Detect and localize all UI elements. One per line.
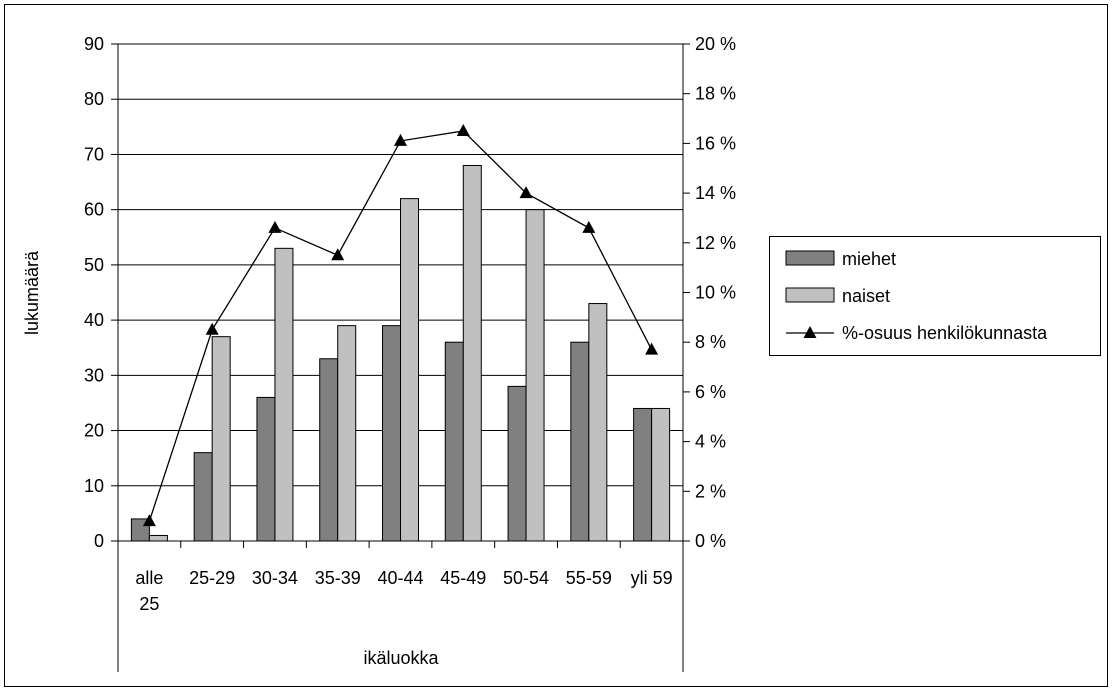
- line-marker: [205, 322, 219, 335]
- bar-naiset: [588, 303, 608, 542]
- y-tick-label: 80: [84, 89, 104, 109]
- legend-marker: [803, 326, 817, 338]
- y2-tick-label: 20 %: [695, 34, 736, 54]
- category-label: alle: [135, 568, 163, 588]
- percent-line: [142, 123, 659, 527]
- category-label: 30-34: [252, 568, 298, 588]
- bar-naiset: [462, 164, 482, 542]
- bar-naiset: [651, 407, 671, 542]
- category-label: 25-29: [189, 568, 235, 588]
- y-tick-label: 40: [84, 310, 104, 330]
- line-marker: [142, 514, 156, 527]
- category-label: yli 59: [631, 568, 673, 588]
- line-marker: [331, 248, 345, 261]
- y2-tick-label: 18 %: [695, 84, 736, 104]
- y2-tick-label: 12 %: [695, 233, 736, 253]
- left-axis-ticks: 0 10 20 30 40 50 60 70 80 90: [84, 34, 118, 551]
- y-tick-label: 50: [84, 255, 104, 275]
- line-marker: [456, 123, 470, 136]
- y-tick-label: 90: [84, 34, 104, 54]
- y2-tick-label: 0 %: [695, 531, 726, 551]
- category-label: 40-44: [377, 568, 423, 588]
- y-tick-label: 30: [84, 365, 104, 385]
- y-tick-label: 70: [84, 144, 104, 164]
- right-axis-ticks: 0 % 2 % 4 % 6 % 8 % 10 % 12 % 14 % 16 % 18 % 20 %: [683, 34, 736, 551]
- x-axis-label: ikäluokka: [363, 648, 439, 668]
- legend-swatch-miehet: [785, 250, 835, 266]
- line-marker: [582, 220, 596, 233]
- category-label: 25: [139, 594, 159, 614]
- y2-tick-label: 8 %: [695, 332, 726, 352]
- y2-tick-label: 16 %: [695, 133, 736, 153]
- y-tick-label: 10: [84, 476, 104, 496]
- bar-miehet: [193, 452, 213, 542]
- legend-label: miehet: [842, 249, 896, 269]
- bars: [130, 164, 671, 542]
- y2-tick-label: 14 %: [695, 183, 736, 203]
- legend-swatch-naiset: [785, 287, 835, 303]
- bar-miehet: [382, 325, 401, 542]
- category-label: 45-49: [440, 568, 486, 588]
- category-labels: alle 25 25-29 30-34 35-39 40-44 45-49 50-54 55-5…: [135, 568, 672, 614]
- category-label: 35-39: [315, 568, 361, 588]
- bar-miehet: [444, 341, 464, 542]
- bar-naiset: [525, 209, 545, 542]
- line-marker: [645, 342, 659, 355]
- bar-miehet: [633, 407, 653, 542]
- legend-label: %-osuus henkilökunnasta: [842, 323, 1048, 343]
- line-marker: [519, 186, 533, 199]
- y-tick-label: 0: [94, 531, 104, 551]
- category-label: 55-59: [566, 568, 612, 588]
- line-marker: [268, 220, 282, 233]
- y2-tick-label: 6 %: [695, 382, 726, 402]
- bar-naiset: [400, 198, 419, 542]
- axes: [117, 44, 684, 672]
- category-label: 50-54: [503, 568, 549, 588]
- legend-label: naiset: [842, 286, 890, 306]
- legend: miehet naiset %-osuus henkilökunnasta: [769, 236, 1101, 356]
- bar-naiset: [148, 534, 168, 542]
- bar-miehet: [507, 385, 527, 542]
- y-tick-label: 60: [84, 200, 104, 220]
- bar-miehet: [570, 341, 590, 542]
- bar-naiset: [337, 325, 357, 542]
- bar-naiset: [211, 336, 231, 542]
- bar-miehet: [319, 358, 339, 542]
- y2-tick-label: 2 %: [695, 481, 726, 501]
- y-tick-label: 20: [84, 421, 104, 441]
- y2-tick-label: 4 %: [695, 432, 726, 452]
- line-marker: [394, 133, 407, 146]
- bar-naiset: [274, 247, 294, 542]
- bar-miehet: [256, 396, 276, 542]
- y2-tick-label: 10 %: [695, 283, 736, 303]
- y-axis-label: lukumäärä: [22, 250, 42, 335]
